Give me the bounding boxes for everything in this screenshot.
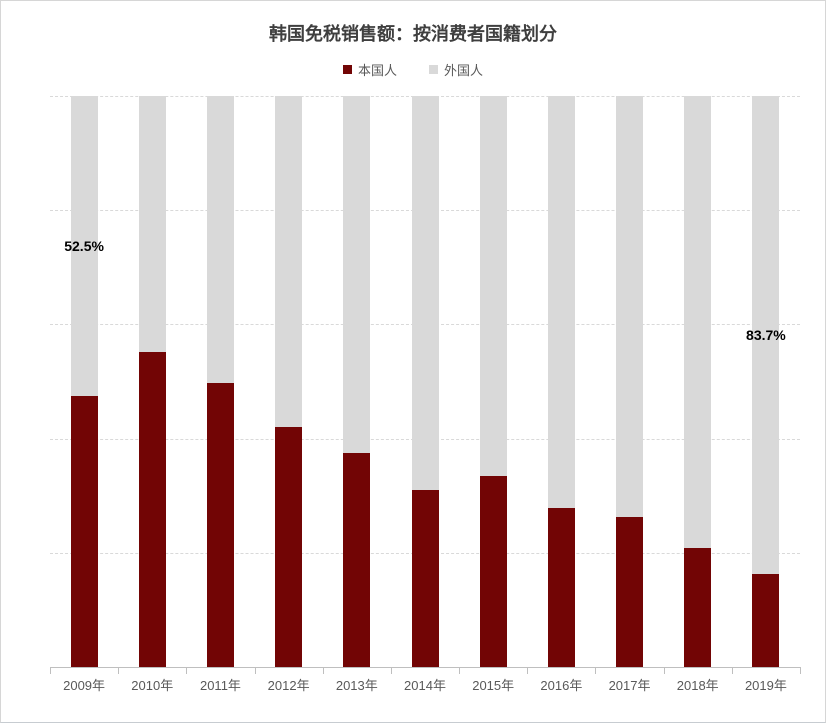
- x-axis-tick: [50, 667, 51, 674]
- x-axis-label-2015年: 2015年: [472, 678, 515, 693]
- x-axis-tick: [527, 667, 529, 674]
- bar-foreign-2019年: [752, 96, 780, 574]
- bar-local-2011年: [206, 382, 234, 667]
- x-axis-tick: [800, 667, 801, 674]
- bar-foreign-2010年: [138, 96, 166, 352]
- x-axis-tick: [663, 667, 665, 674]
- bar-local-2013年: [343, 453, 371, 667]
- data-label-2009年: 52.5%: [64, 237, 104, 254]
- x-axis-tick: [390, 667, 392, 674]
- bar-foreign-2016年: [547, 96, 575, 508]
- chart-legend: 本国人 外国人: [1, 60, 825, 79]
- x-axis-label-2012年: 2012年: [267, 678, 310, 693]
- bar-local-2010年: [138, 351, 166, 667]
- legend-item-domestic: 本国人: [342, 60, 397, 79]
- bar-local-2016年: [547, 507, 575, 667]
- plot-area: [50, 96, 800, 667]
- legend-label-domestic: 本国人: [357, 63, 397, 78]
- x-axis-line: [50, 667, 801, 668]
- bar-foreign-2015年: [479, 96, 507, 476]
- x-axis-label-2017年: 2017年: [608, 678, 651, 693]
- x-axis-label-2010年: 2010年: [131, 678, 174, 693]
- data-label-2019年: 83.7%: [746, 326, 786, 343]
- bar-foreign-2013年: [343, 96, 371, 454]
- x-axis-tick: [118, 667, 120, 674]
- x-axis-label-2011年: 2011年: [199, 678, 241, 693]
- bar-local-2019年: [752, 573, 780, 667]
- x-axis-tick: [595, 667, 597, 674]
- x-axis-tick: [186, 667, 188, 674]
- bar-foreign-2018年: [684, 96, 712, 548]
- bar-foreign-2017年: [616, 96, 644, 517]
- x-axis-tick: [459, 667, 461, 674]
- bar-local-2018年: [684, 547, 712, 667]
- legend-swatch-domestic: [342, 65, 352, 74]
- chart-title: 韩国免税销售额：按消费者国籍划分: [269, 24, 557, 44]
- x-axis-tick: [322, 667, 324, 674]
- x-axis-label-2019年: 2019年: [744, 678, 787, 693]
- x-axis-label-2018年: 2018年: [676, 678, 719, 693]
- legend-swatch-foreign: [429, 65, 438, 74]
- bar-foreign-2014年: [411, 96, 439, 490]
- bar-foreign-2011年: [206, 96, 234, 383]
- legend-label-foreign: 外国人: [444, 63, 484, 78]
- bar-local-2012年: [275, 426, 303, 667]
- bar-foreign-2009年: [70, 96, 98, 396]
- bar-foreign-2012年: [275, 96, 303, 427]
- bar-local-2014年: [411, 489, 439, 667]
- x-axis-label-2016年: 2016年: [540, 678, 583, 693]
- bar-local-2017年: [616, 516, 644, 667]
- x-axis-label-2014年: 2014年: [404, 678, 446, 693]
- legend-item-foreign: 外国人: [429, 60, 483, 79]
- x-axis-tick: [731, 667, 733, 674]
- x-axis-tick: [254, 667, 256, 674]
- bar-local-2009年: [70, 395, 98, 667]
- x-axis-label-2009年: 2009年: [63, 678, 106, 693]
- x-axis-label-2013年: 2013年: [335, 678, 378, 693]
- bar-local-2015年: [479, 475, 507, 667]
